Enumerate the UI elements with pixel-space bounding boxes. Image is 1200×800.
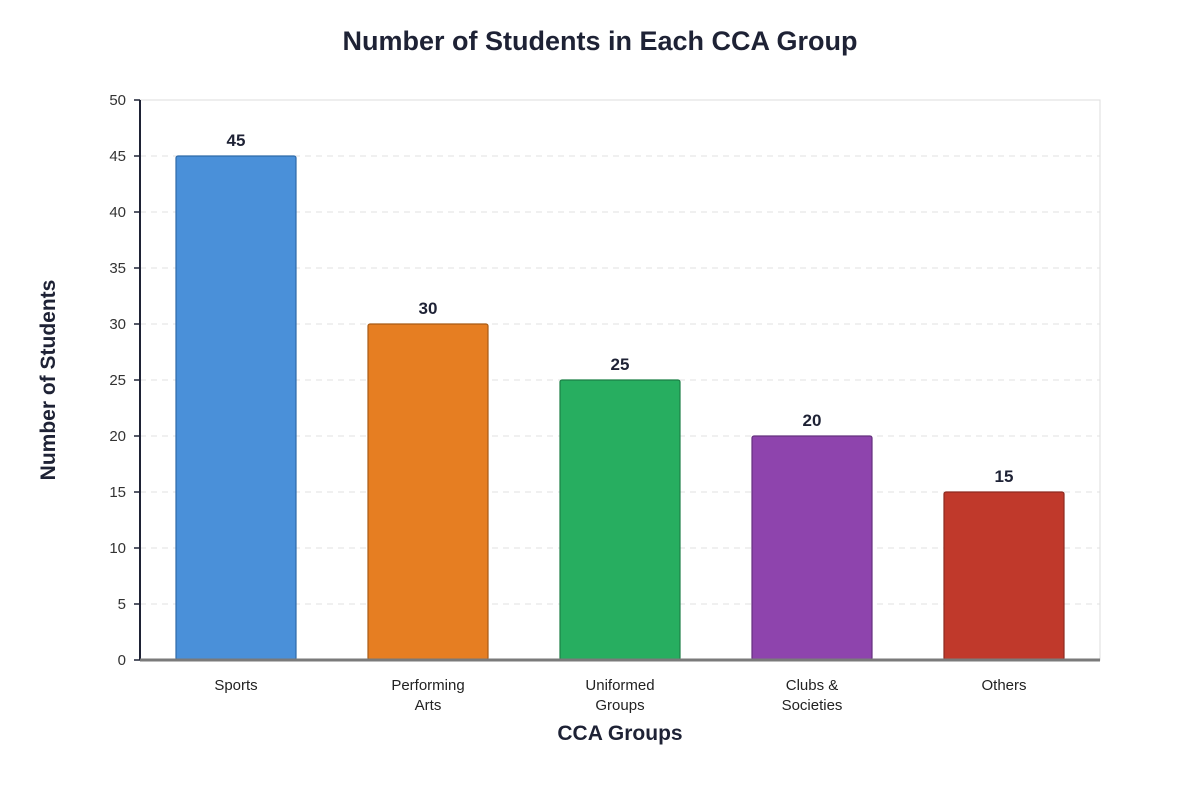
x-axis-category-labels: Sports Performing Arts Uniformed Groups Clubs… xyxy=(214,677,1026,714)
gridlines xyxy=(140,155,1100,605)
y-tick-label: 35 xyxy=(109,260,126,277)
y-tick-label: 50 xyxy=(109,92,126,109)
y-tick-label: 45 xyxy=(109,148,126,165)
y-tick-label: 15 xyxy=(109,484,126,501)
y-tick-label: 0 xyxy=(118,652,126,669)
bar-value-label: 45 xyxy=(227,131,246,150)
bar xyxy=(367,323,489,661)
x-axis-title: CCA Groups xyxy=(557,722,682,745)
y-axis-ticks: 0 5 10 15 20 25 30 35 40 45 50 xyxy=(109,92,140,669)
y-tick-label: 20 xyxy=(109,428,126,445)
y-tick-label: 5 xyxy=(118,596,126,613)
chart-title: Number of Students in Each CCA Group xyxy=(342,26,857,56)
x-category-label: Others xyxy=(981,677,1026,694)
x-category-label: Clubs & Societies xyxy=(782,677,843,714)
bar-value-label: 20 xyxy=(803,411,822,430)
x-category-label: Uniformed Groups xyxy=(585,677,654,714)
y-tick-label: 40 xyxy=(109,204,126,221)
bar-value-label: 15 xyxy=(995,467,1014,486)
x-category-label: Performing Arts xyxy=(391,677,464,714)
bar xyxy=(559,379,681,661)
bar-value-label: 30 xyxy=(419,299,438,318)
y-tick-label: 25 xyxy=(109,372,126,389)
y-tick-label: 30 xyxy=(109,316,126,333)
x-category-label: Sports xyxy=(214,677,257,694)
bar xyxy=(751,435,873,661)
y-tick-label: 10 xyxy=(109,540,126,557)
y-axis-title: Number of Students xyxy=(37,280,60,481)
bars xyxy=(175,155,1065,661)
value-labels: 45 30 25 20 15 xyxy=(227,131,1014,486)
bar xyxy=(943,491,1065,661)
bar-value-label: 25 xyxy=(611,355,630,374)
bar xyxy=(175,155,297,661)
